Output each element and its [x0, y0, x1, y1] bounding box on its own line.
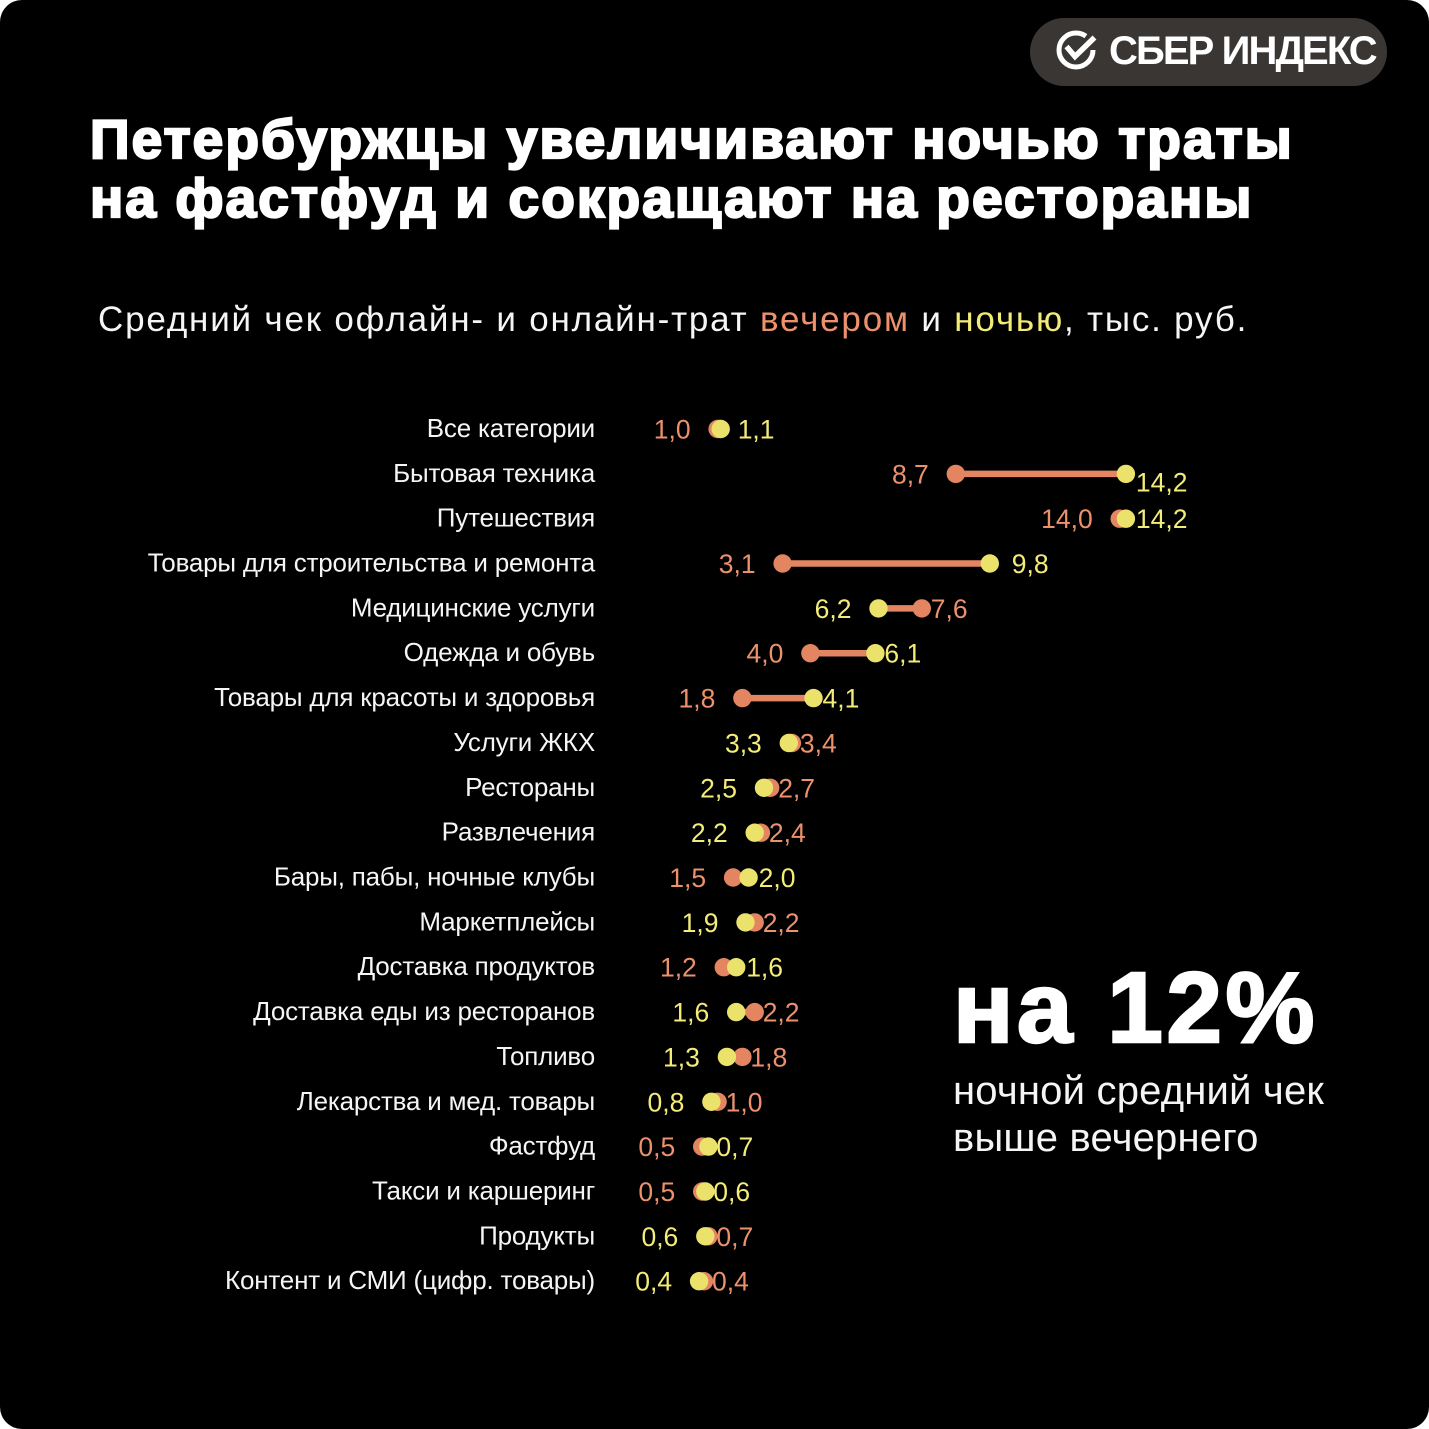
svg-text:1,6: 1,6 [672, 998, 709, 1028]
svg-text:4,1: 4,1 [823, 684, 860, 714]
svg-text:Маркетплейсы: Маркетплейсы [419, 906, 595, 936]
svg-text:1,3: 1,3 [663, 1042, 700, 1072]
svg-text:0,4: 0,4 [635, 1267, 672, 1297]
svg-text:1,2: 1,2 [660, 953, 697, 983]
svg-text:Такси и каршеринг: Такси и каршеринг [372, 1176, 595, 1206]
svg-text:14,2: 14,2 [1136, 467, 1188, 497]
svg-text:1,6: 1,6 [746, 953, 783, 983]
svg-text:Путешествия: Путешествия [437, 503, 595, 533]
svg-text:7,6: 7,6 [931, 594, 968, 624]
svg-text:1,0: 1,0 [654, 415, 691, 445]
svg-text:0,4: 0,4 [712, 1267, 749, 1297]
svg-text:4,0: 4,0 [747, 639, 784, 669]
svg-text:6,2: 6,2 [815, 594, 852, 624]
svg-text:9,8: 9,8 [1012, 549, 1049, 579]
svg-text:2,4: 2,4 [769, 818, 806, 848]
svg-text:Бары, пабы, ночные клубы: Бары, пабы, ночные клубы [274, 862, 595, 892]
svg-text:Контент и СМИ (цифр. товары): Контент и СМИ (цифр. товары) [225, 1265, 595, 1295]
svg-text:2,2: 2,2 [763, 998, 800, 1028]
svg-text:2,5: 2,5 [700, 773, 737, 803]
svg-text:1,1: 1,1 [738, 415, 775, 445]
svg-text:2,2: 2,2 [691, 818, 728, 848]
svg-text:2,7: 2,7 [778, 773, 815, 803]
svg-text:Доставка еды из ресторанов: Доставка еды из ресторанов [253, 996, 595, 1026]
svg-text:Бытовая техника: Бытовая техника [393, 458, 596, 488]
svg-text:Услуги ЖКХ: Услуги ЖКХ [453, 727, 595, 757]
svg-text:1,9: 1,9 [682, 908, 719, 938]
svg-text:Развлечения: Развлечения [442, 817, 595, 847]
svg-text:14,2: 14,2 [1136, 504, 1188, 534]
svg-text:1,0: 1,0 [726, 1087, 763, 1117]
svg-text:Одежда и обувь: Одежда и обувь [404, 637, 595, 667]
svg-text:0,6: 0,6 [641, 1222, 678, 1252]
svg-text:Фастфуд: Фастфуд [489, 1131, 595, 1161]
svg-text:14,0: 14,0 [1041, 504, 1093, 534]
svg-text:Лекарства и мед. товары: Лекарства и мед. товары [297, 1086, 595, 1116]
svg-text:0,5: 0,5 [638, 1177, 675, 1207]
svg-text:Товары для красоты и здоровья: Товары для красоты и здоровья [214, 682, 595, 712]
svg-text:3,1: 3,1 [719, 549, 756, 579]
svg-text:Доставка продуктов: Доставка продуктов [358, 951, 595, 981]
svg-text:2,2: 2,2 [763, 908, 800, 938]
svg-text:Продукты: Продукты [479, 1220, 595, 1250]
svg-text:0,8: 0,8 [648, 1087, 685, 1117]
svg-text:Все категории: Все категории [427, 413, 595, 443]
svg-text:6,1: 6,1 [884, 639, 921, 669]
svg-text:1,8: 1,8 [750, 1042, 787, 1072]
svg-text:1,5: 1,5 [669, 863, 706, 893]
svg-text:Рестораны: Рестораны [465, 772, 595, 802]
svg-text:1,8: 1,8 [679, 684, 716, 714]
svg-text:3,4: 3,4 [800, 729, 837, 759]
svg-text:0,5: 0,5 [638, 1132, 675, 1162]
svg-text:3,3: 3,3 [725, 729, 762, 759]
svg-text:0,6: 0,6 [713, 1177, 750, 1207]
svg-text:Товары для строительства и рем: Товары для строительства и ремонта [148, 548, 596, 578]
svg-text:Медицинские услуги: Медицинские услуги [351, 592, 595, 622]
svg-text:0,7: 0,7 [716, 1222, 753, 1252]
svg-text:2,0: 2,0 [759, 863, 796, 893]
svg-text:Топливо: Топливо [496, 1041, 595, 1071]
svg-text:8,7: 8,7 [892, 459, 929, 489]
svg-text:0,7: 0,7 [716, 1132, 753, 1162]
